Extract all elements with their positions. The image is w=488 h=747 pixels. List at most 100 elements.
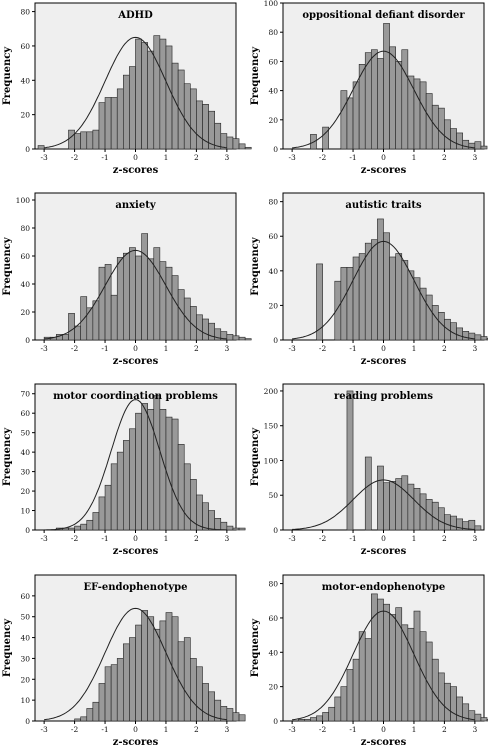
histogram-bar bbox=[226, 334, 234, 341]
y-axis-label: Frequency bbox=[250, 427, 261, 487]
x-tick-label: 0 bbox=[381, 534, 386, 543]
x-tick-label: 1 bbox=[164, 534, 169, 543]
histogram-bar bbox=[480, 336, 488, 341]
x-tick-label: -2 bbox=[71, 344, 79, 353]
histogram-bar bbox=[208, 322, 215, 341]
histogram-bar bbox=[346, 390, 354, 531]
histogram-bar bbox=[141, 403, 148, 531]
histogram-bar bbox=[74, 718, 81, 722]
y-axis-label: Frequency bbox=[2, 236, 13, 296]
x-tick-label: 1 bbox=[412, 725, 417, 734]
y-tick-label: 20 bbox=[268, 301, 278, 310]
histogram-bar bbox=[80, 523, 88, 531]
histogram-bar bbox=[444, 119, 451, 150]
histogram-bar bbox=[104, 666, 112, 722]
x-axis-label: z-scores bbox=[361, 165, 407, 176]
x-tick-label: -1 bbox=[349, 153, 356, 162]
x-tick-label: 0 bbox=[381, 344, 386, 353]
histogram-bar bbox=[364, 242, 372, 341]
histogram-bar bbox=[62, 334, 69, 341]
x-axis-label: z-scores bbox=[361, 356, 407, 367]
histogram-bar bbox=[98, 496, 106, 531]
histogram-bar bbox=[165, 612, 173, 722]
x-axis-label: z-scores bbox=[361, 546, 407, 557]
y-tick-label: 0 bbox=[25, 526, 30, 535]
x-tick-label: 2 bbox=[194, 725, 199, 734]
y-axis-label: Frequency bbox=[250, 46, 261, 106]
x-tick-label: -2 bbox=[319, 725, 327, 734]
histogram-bar bbox=[159, 261, 167, 341]
x-tick-label: 3 bbox=[472, 153, 477, 162]
histogram-bar bbox=[171, 418, 179, 531]
histogram-bar bbox=[135, 624, 142, 722]
y-tick-label: 50 bbox=[20, 613, 30, 622]
histogram-panel: -3 -2 -1 0 1 2 3 0 20 40 60 80 autistic traits z-scor… bbox=[250, 192, 488, 367]
histogram-bar bbox=[147, 50, 155, 150]
histogram-bar bbox=[450, 686, 457, 722]
histogram-bar bbox=[98, 266, 106, 341]
histogram-bar bbox=[407, 270, 415, 341]
histogram-bar bbox=[116, 257, 124, 341]
x-tick-label: -1 bbox=[101, 534, 108, 543]
histogram-panel: -3 -2 -1 0 1 2 3 0 50 100 150 200 reading problems z-… bbox=[250, 383, 485, 557]
x-tick-label: 3 bbox=[472, 725, 477, 734]
histogram-bar bbox=[407, 483, 415, 531]
x-tick-label: 3 bbox=[472, 344, 477, 353]
histogram-bar bbox=[480, 145, 488, 150]
histogram-bar bbox=[153, 395, 161, 531]
y-tick-label: 60 bbox=[268, 57, 278, 66]
histogram-bar bbox=[401, 260, 409, 341]
histogram-bar bbox=[165, 45, 173, 150]
chart-title: anxiety bbox=[115, 200, 156, 211]
x-tick-label: 3 bbox=[472, 534, 477, 543]
histogram-bar bbox=[110, 664, 118, 722]
histogram-bar bbox=[419, 287, 427, 341]
histogram-bar bbox=[413, 78, 421, 150]
x-tick-label: -1 bbox=[349, 725, 356, 734]
histogram-bar bbox=[395, 253, 403, 341]
histogram-bar bbox=[346, 267, 354, 341]
y-tick-label: 40 bbox=[20, 634, 30, 643]
histogram-bar bbox=[322, 126, 329, 150]
y-tick-label: 60 bbox=[20, 42, 30, 51]
histogram-bar bbox=[74, 325, 81, 341]
histogram-bar bbox=[438, 507, 445, 531]
y-tick-label: 100 bbox=[264, 456, 279, 465]
histogram-bar bbox=[462, 331, 470, 341]
y-tick-label: 100 bbox=[264, 0, 279, 8]
histogram-bar bbox=[377, 465, 384, 531]
y-tick-label: 30 bbox=[20, 654, 30, 663]
normal-curve bbox=[292, 610, 475, 721]
histogram-bar bbox=[68, 129, 75, 150]
y-tick-label: 10 bbox=[20, 507, 30, 516]
histogram-bar bbox=[196, 314, 203, 341]
y-tick-label: 20 bbox=[20, 487, 30, 496]
histogram-bar bbox=[431, 501, 439, 531]
normal-curve bbox=[44, 399, 227, 531]
chart-title: motor coordination problems bbox=[53, 391, 218, 402]
histogram-bar bbox=[389, 614, 396, 722]
chart-title: ADHD bbox=[117, 10, 153, 21]
normal-curve bbox=[292, 50, 475, 149]
chart-title: autistic traits bbox=[345, 200, 422, 211]
histogram-bar bbox=[110, 294, 118, 341]
x-tick-label: -1 bbox=[349, 534, 356, 543]
histogram-bar bbox=[232, 712, 240, 722]
y-tick-label: 60 bbox=[20, 592, 30, 601]
y-tick-label: 0 bbox=[25, 145, 30, 154]
histogram-bar bbox=[226, 525, 234, 531]
histogram-bar bbox=[92, 129, 100, 150]
histogram-bar bbox=[86, 131, 94, 150]
x-axis-label: z-scores bbox=[113, 546, 159, 557]
x-tick-label: -2 bbox=[319, 153, 327, 162]
x-tick-label: -3 bbox=[40, 153, 48, 162]
histogram-bar bbox=[68, 313, 75, 341]
histogram-bar bbox=[444, 682, 451, 722]
normal-curve bbox=[44, 36, 227, 149]
histogram-bar bbox=[419, 81, 427, 150]
y-tick-label: 80 bbox=[20, 224, 30, 233]
x-tick-label: 0 bbox=[381, 725, 386, 734]
histogram-bar bbox=[346, 97, 354, 150]
